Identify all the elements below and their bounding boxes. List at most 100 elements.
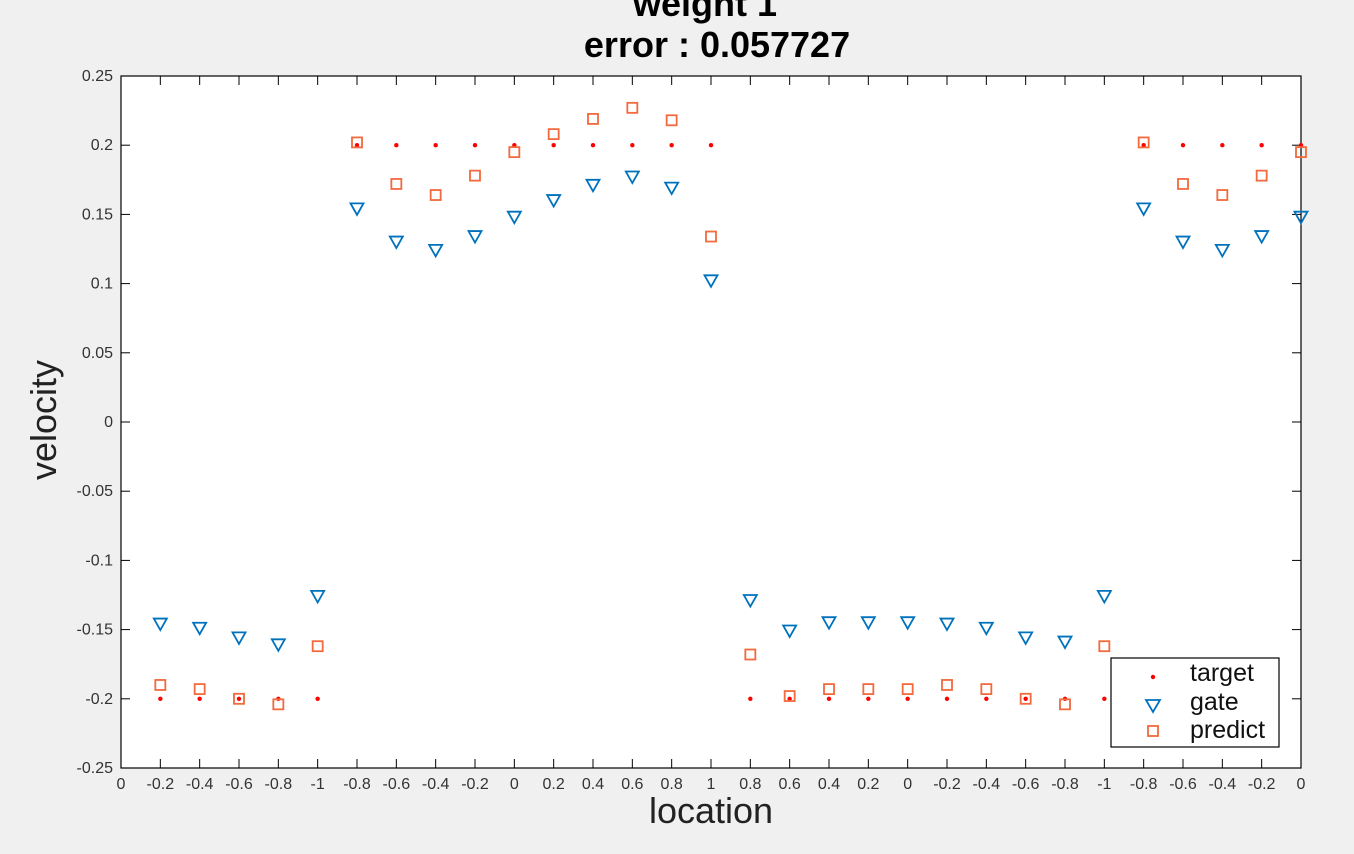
x-tick-label: -0.6	[1169, 776, 1197, 793]
predict-point	[233, 692, 245, 705]
target-point	[630, 143, 635, 148]
predict-point	[783, 690, 796, 702]
gate-point	[820, 616, 838, 631]
target-point	[984, 696, 989, 701]
legend-predict-marker	[1147, 725, 1159, 737]
legend-gate-marker	[1144, 699, 1162, 714]
gate-point	[545, 194, 562, 209]
target-point	[354, 143, 360, 148]
gate-point	[388, 235, 405, 250]
x-tick-label: -0.8	[1051, 776, 1079, 793]
gate-point	[230, 631, 248, 646]
predict-point	[587, 113, 599, 125]
x-tick-label: -0.4	[973, 776, 1001, 793]
gate-point	[1017, 631, 1034, 646]
gate-point	[1056, 635, 1074, 650]
predict-point	[1137, 136, 1150, 149]
gate-point	[781, 624, 798, 639]
target-point	[551, 143, 556, 148]
x-tick-label: 0	[903, 776, 912, 793]
target-point	[1102, 696, 1107, 701]
x-tick-label: -0.2	[461, 776, 489, 793]
target-point	[669, 143, 674, 148]
x-tick-label: -0.4	[186, 776, 214, 793]
x-tick-label: -0.6	[1012, 776, 1040, 793]
predict-point	[1019, 692, 1032, 705]
predict-point	[154, 679, 167, 691]
target-point	[1220, 143, 1225, 148]
predict-point	[272, 698, 285, 711]
target-point	[905, 696, 910, 701]
target-point	[472, 143, 478, 148]
gate-point	[899, 616, 916, 631]
x-tick-label: -0.2	[147, 776, 175, 793]
y-tick-label: 0.2	[91, 137, 113, 154]
gate-point	[309, 589, 326, 605]
gate-point	[1292, 210, 1310, 225]
legend-target-marker	[1150, 674, 1156, 680]
target-point	[866, 696, 871, 701]
y-tick-label: 0.15	[82, 206, 113, 223]
x-tick-label: -0.2	[933, 776, 961, 793]
target-point	[1141, 143, 1146, 148]
gate-point	[938, 617, 956, 632]
legend-box	[1110, 657, 1280, 748]
x-tick-label: -0.6	[225, 776, 253, 793]
target-point	[708, 143, 714, 148]
target-point	[433, 143, 438, 148]
chart-title-line2: error : 0.057727	[584, 24, 850, 65]
target-point	[590, 143, 596, 148]
legend: target gate predict	[1110, 657, 1280, 748]
predict-point	[193, 683, 206, 696]
predict-point	[1059, 698, 1071, 711]
x-tick-label: -0.4	[422, 776, 450, 793]
gate-point	[742, 594, 759, 609]
predict-point	[1098, 640, 1111, 653]
x-tick-label: 0.2	[543, 776, 565, 793]
x-tick-label: 0.4	[818, 776, 840, 793]
gate-point	[978, 621, 995, 637]
chart-title-line1: weight 1	[632, 0, 777, 24]
target-point	[394, 143, 399, 148]
predict-point	[744, 648, 757, 661]
predict-point	[705, 230, 717, 243]
predict-point	[1216, 189, 1229, 201]
predict-point	[390, 178, 403, 190]
x-tick-label: 0.6	[621, 776, 643, 793]
target-point	[826, 696, 832, 701]
target-point	[197, 696, 202, 701]
gate-point	[191, 621, 208, 637]
x-tick-label: 0.8	[739, 776, 761, 793]
x-tick-label: 0.4	[582, 776, 604, 793]
data-marks	[152, 101, 1310, 711]
x-tick-labels: 0 -0.2 -0.4 -0.6 -0.8 -1 -0.8 -0.6 -0.4 -0.2 0 0.2 0…	[117, 776, 1306, 793]
y-tick-label: -0.05	[77, 483, 114, 500]
predict-point	[311, 640, 324, 653]
x-tick-label: 0	[1297, 776, 1306, 793]
predict-point	[980, 683, 993, 696]
target-point	[944, 696, 950, 701]
predict-point	[508, 146, 521, 159]
legend-gate-label: gate	[1190, 688, 1239, 716]
x-tick-label: 0.8	[661, 776, 683, 793]
predict-point	[429, 189, 442, 201]
plot-area	[120, 75, 1302, 769]
target-point	[1023, 696, 1028, 701]
x-axis-label: location	[649, 790, 773, 831]
gate-point	[1096, 589, 1113, 605]
predict-point	[351, 136, 363, 149]
y-axis-label: velocity	[23, 360, 64, 480]
x-tick-label: 0	[117, 776, 126, 793]
x-tick-label: 0.2	[857, 776, 879, 793]
gate-point	[860, 616, 877, 631]
predict-point	[1177, 178, 1189, 190]
x-tick-label: -0.8	[1130, 776, 1158, 793]
x-tick-label: -0.2	[1248, 776, 1276, 793]
legend-predict-label: predict	[1190, 716, 1265, 744]
gate-point	[1174, 235, 1192, 250]
predict-point	[901, 683, 914, 696]
gate-point	[506, 210, 523, 225]
y-tick-label: 0.05	[82, 345, 113, 362]
predict-point	[547, 128, 560, 141]
